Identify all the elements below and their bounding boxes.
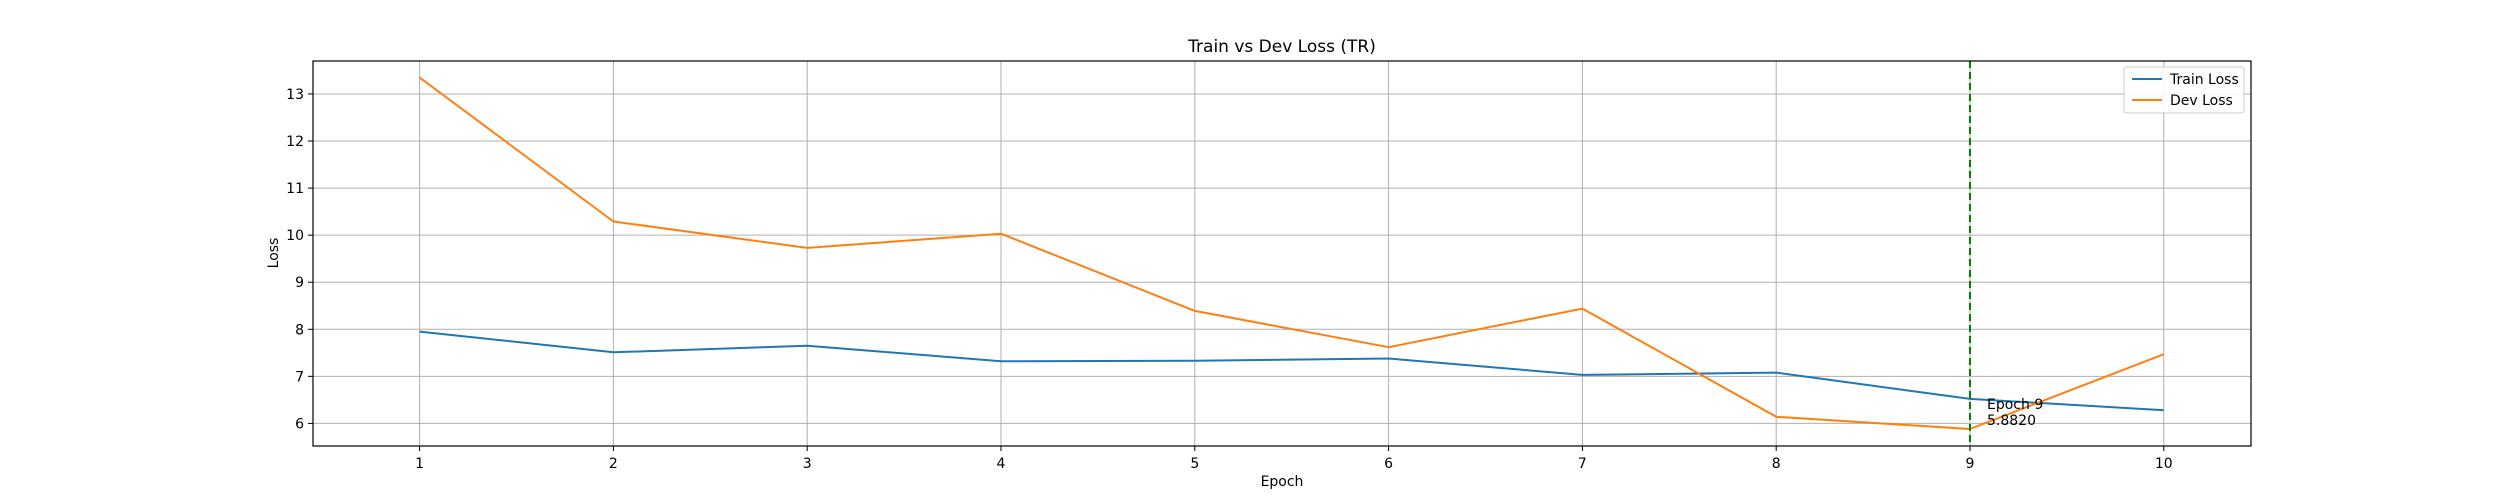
- y-tick-label: 6: [295, 416, 304, 432]
- legend-label-dev-loss: Dev Loss: [2170, 93, 2233, 109]
- legend-label-train-loss: Train Loss: [2169, 72, 2239, 88]
- series-group: [419, 76, 2165, 430]
- x-tick-label: 1: [415, 456, 424, 472]
- y-tick-label: 7: [295, 369, 304, 385]
- annotation-line2: 5.8820: [1987, 413, 2036, 429]
- annotation-line1: Epoch 9: [1987, 397, 2043, 413]
- x-tick-label: 9: [1966, 456, 1975, 472]
- y-tick-label: 9: [295, 275, 304, 291]
- x-tick-label: 2: [609, 456, 618, 472]
- x-tick-label: 7: [1578, 456, 1587, 472]
- chart-title: Train vs Dev Loss (TR): [1187, 37, 1376, 57]
- y-axis-label: Loss: [266, 238, 282, 269]
- x-axis-label: Epoch: [1261, 474, 1304, 490]
- y-tick-label: 11: [286, 181, 304, 197]
- x-tick-label: 3: [803, 456, 812, 472]
- series-line-dev-loss: [419, 76, 2165, 430]
- annotation: Epoch 9 5.8820: [1987, 397, 2043, 429]
- y-tick-label: 10: [286, 228, 304, 244]
- grid: [313, 61, 2251, 446]
- x-tick-label: 6: [1384, 456, 1393, 472]
- series-line-train-loss: [419, 330, 2164, 412]
- legend: Train Loss Dev Loss: [2123, 66, 2245, 114]
- y-tick-label: 12: [286, 134, 304, 150]
- x-tick-label: 10: [2155, 456, 2173, 472]
- plot-frame: [312, 60, 2252, 447]
- x-tick-label: 5: [1190, 456, 1199, 472]
- y-tick-label: 13: [286, 87, 304, 103]
- x-tick-label: 4: [997, 456, 1006, 472]
- x-tick-label: 8: [1772, 456, 1781, 472]
- y-tick-label: 8: [295, 322, 304, 338]
